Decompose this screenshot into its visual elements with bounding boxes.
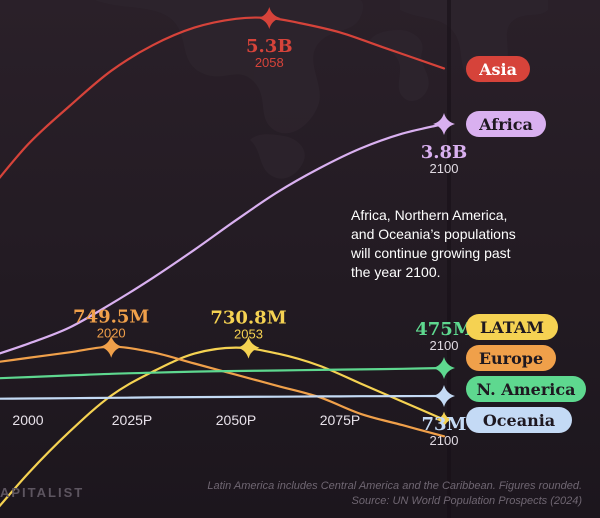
note-line: will continue growing past [350, 245, 511, 261]
series-line-latam [0, 346, 446, 508]
footer-line: Latin America includes Central America a… [207, 480, 582, 492]
note-line: Africa, Northern America, [351, 207, 507, 223]
legend-pill-asia [466, 56, 530, 82]
peak-value-asia: 5.3B [246, 36, 293, 57]
peak-value-europe: 749.5M [73, 307, 149, 328]
series-line-africa [0, 122, 446, 355]
end-year-africa: 2100 [430, 161, 459, 176]
peak-value-latam: 730.8M [210, 308, 286, 329]
note-line: the year 2100. [351, 264, 441, 280]
end-value-oceania: 73M [422, 414, 467, 435]
end-marker-latam [436, 411, 452, 428]
peak-marker-latam [237, 336, 260, 359]
peak-year-europe: 2020 [97, 326, 126, 341]
x-tick-label: 2025P [112, 412, 152, 428]
legend-label-europe: Europe [479, 349, 543, 368]
series-labels: Asia Africa LATAM Europe N. America Oceania [466, 56, 586, 433]
x-tick-label: 2000 [12, 412, 43, 428]
legend-pill-africa [466, 111, 546, 137]
end-value-africa: 3.8B [421, 142, 468, 163]
series-line-n-america [0, 366, 446, 380]
chart-note: Africa, Northern America, and Oceania’s p… [350, 207, 516, 280]
legend-label-africa: Africa [478, 115, 533, 134]
peak-year-asia: 2058 [255, 55, 284, 70]
series-line-europe [0, 345, 446, 438]
separator-strip [447, 0, 451, 518]
legend-label-n-america: N. America [477, 380, 576, 399]
series-line-asia [0, 16, 446, 179]
peak-year-latam: 2053 [234, 327, 263, 342]
x-tick-label: 2075P [320, 412, 360, 428]
end-year-oceania: 2100 [430, 433, 459, 448]
x-tick-label: 2050P [216, 412, 256, 428]
legend-label-asia: Asia [478, 60, 517, 79]
legend-pill-oceania [466, 407, 572, 433]
brand-wordmark: APITALIST [0, 485, 84, 500]
end-marker-n-america [433, 357, 455, 379]
note-line: and Oceania’s populations [351, 226, 516, 242]
end-year-n-america: 2100 [430, 338, 459, 353]
legend-pill-latam [466, 314, 558, 340]
legend-pill-n-america [466, 376, 586, 402]
series-line-oceania [0, 394, 446, 400]
footer-line: Source: UN World Population Prospects (2… [352, 495, 583, 507]
series-lines [0, 16, 446, 508]
peak-marker-europe [100, 335, 123, 358]
end-marker-oceania [433, 385, 455, 407]
x-axis: 2000 2025P 2050P 2075P [12, 412, 360, 428]
legend-pill-europe [466, 345, 556, 371]
peak-marker-asia [258, 7, 281, 29]
end-value-n-america: 475M [415, 319, 473, 340]
end-marker-africa [433, 113, 455, 135]
legend-label-oceania: Oceania [483, 411, 555, 430]
chart-footer: Latin America includes Central America a… [0, 480, 582, 507]
legend-label-latam: LATAM [480, 318, 544, 337]
